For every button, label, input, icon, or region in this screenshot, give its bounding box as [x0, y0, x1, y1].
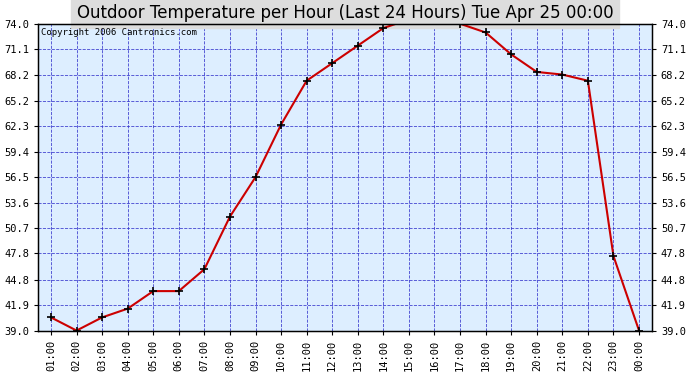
Text: Copyright 2006 Cantronics.com: Copyright 2006 Cantronics.com	[41, 28, 197, 38]
Title: Outdoor Temperature per Hour (Last 24 Hours) Tue Apr 25 00:00: Outdoor Temperature per Hour (Last 24 Ho…	[77, 4, 613, 22]
